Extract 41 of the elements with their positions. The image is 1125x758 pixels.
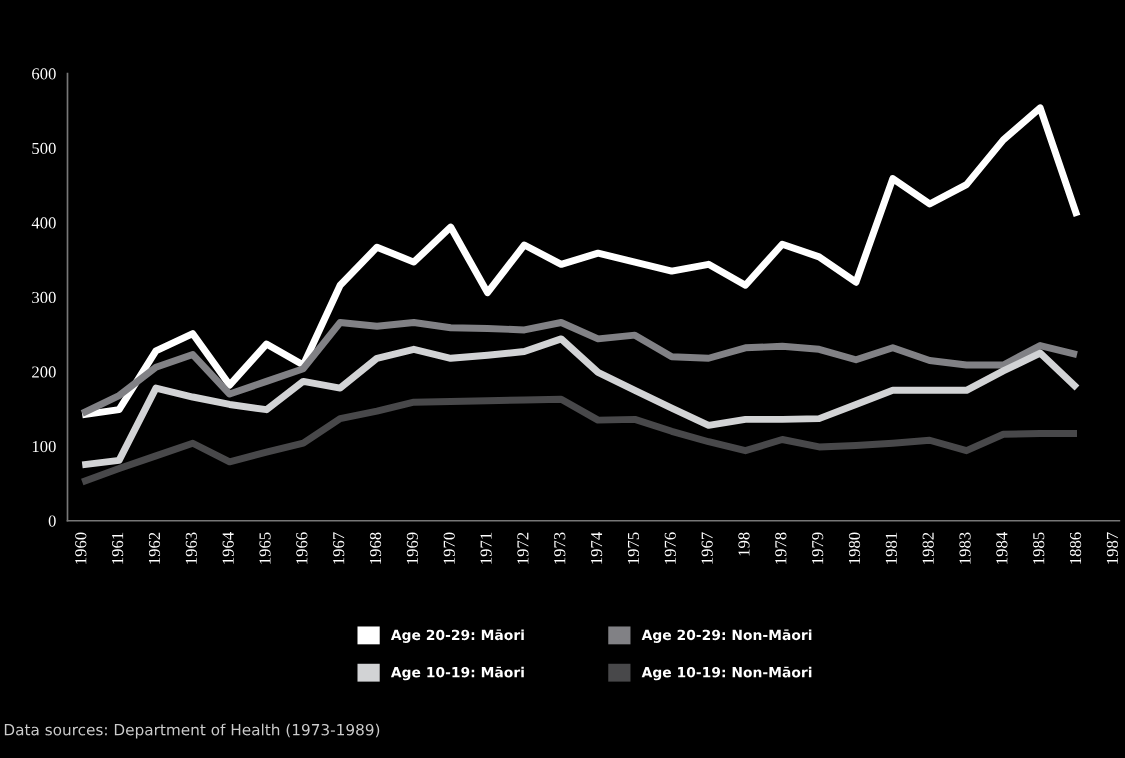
x-tick-label: 1982 bbox=[922, 532, 934, 564]
legend-label: Age 20-29: Māori bbox=[390, 629, 524, 643]
y-tick-label: 100 bbox=[32, 440, 56, 453]
x-tick-label: 1984 bbox=[996, 532, 1008, 564]
legend-label: Age 20-29: Non-Māori bbox=[641, 629, 812, 643]
y-tick-label: 600 bbox=[32, 68, 56, 80]
x-tick-label: 1970 bbox=[443, 532, 455, 564]
x-tick-label: 1962 bbox=[148, 532, 161, 564]
x-tick-label: 1969 bbox=[406, 532, 418, 564]
x-tick-label: 1886 bbox=[1069, 532, 1082, 564]
x-tick-label: 1967 bbox=[333, 532, 345, 564]
text: Data sources: Department of Health (1973-1989) bbox=[4, 723, 380, 739]
x-tick-label: 1961 bbox=[112, 532, 124, 564]
y-tick-label: 200 bbox=[32, 366, 56, 378]
x-tick-label: 1975 bbox=[627, 532, 640, 564]
x-tick-label: 1980 bbox=[848, 532, 861, 564]
x-tick-label: 1968 bbox=[369, 532, 382, 564]
x-tick-label: 1979 bbox=[812, 532, 824, 564]
y-tick-label: 500 bbox=[32, 142, 56, 155]
y-tick-label: 400 bbox=[31, 217, 56, 229]
x-tick-label: 1974 bbox=[591, 532, 603, 564]
x-tick-label: 1960 bbox=[75, 532, 87, 564]
y-tick-label: 300 bbox=[32, 291, 56, 304]
x-tick-label: 1981 bbox=[885, 532, 897, 564]
x-tick-label: 1967 bbox=[701, 532, 713, 564]
x-tick-label: 1983 bbox=[959, 532, 971, 564]
y-tick-label: 0 bbox=[48, 515, 56, 527]
x-tick-label: 1971 bbox=[480, 532, 492, 564]
x-tick-label: 1976 bbox=[664, 532, 676, 564]
x-tick-label: 1985 bbox=[1033, 532, 1045, 564]
legend-label: Age 10-19: Non-Māori bbox=[641, 666, 812, 681]
x-tick-label: 198 bbox=[738, 532, 750, 556]
x-tick-label: 1973 bbox=[554, 532, 566, 564]
x-tick-label: 1965 bbox=[259, 532, 271, 564]
x-tick-label: 1978 bbox=[775, 532, 787, 564]
x-tick-label: 1963 bbox=[185, 532, 197, 564]
x-tick-label: 1964 bbox=[222, 532, 234, 564]
x-tick-label: 1972 bbox=[517, 532, 529, 564]
x-tick-label: 1987 bbox=[1106, 532, 1119, 564]
legend-label: Age 10-19: Māori bbox=[390, 666, 524, 681]
x-tick-label: 1966 bbox=[296, 532, 308, 564]
